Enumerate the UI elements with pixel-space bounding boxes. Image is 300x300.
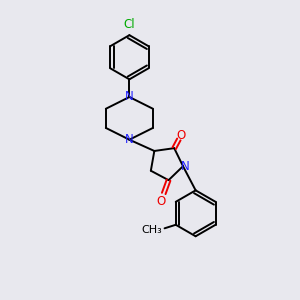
Text: N: N [125, 91, 134, 103]
Text: O: O [156, 195, 166, 208]
Text: Cl: Cl [124, 18, 135, 31]
Text: N: N [181, 160, 189, 173]
Text: N: N [125, 133, 134, 146]
Text: O: O [176, 129, 185, 142]
Text: CH₃: CH₃ [142, 225, 163, 235]
